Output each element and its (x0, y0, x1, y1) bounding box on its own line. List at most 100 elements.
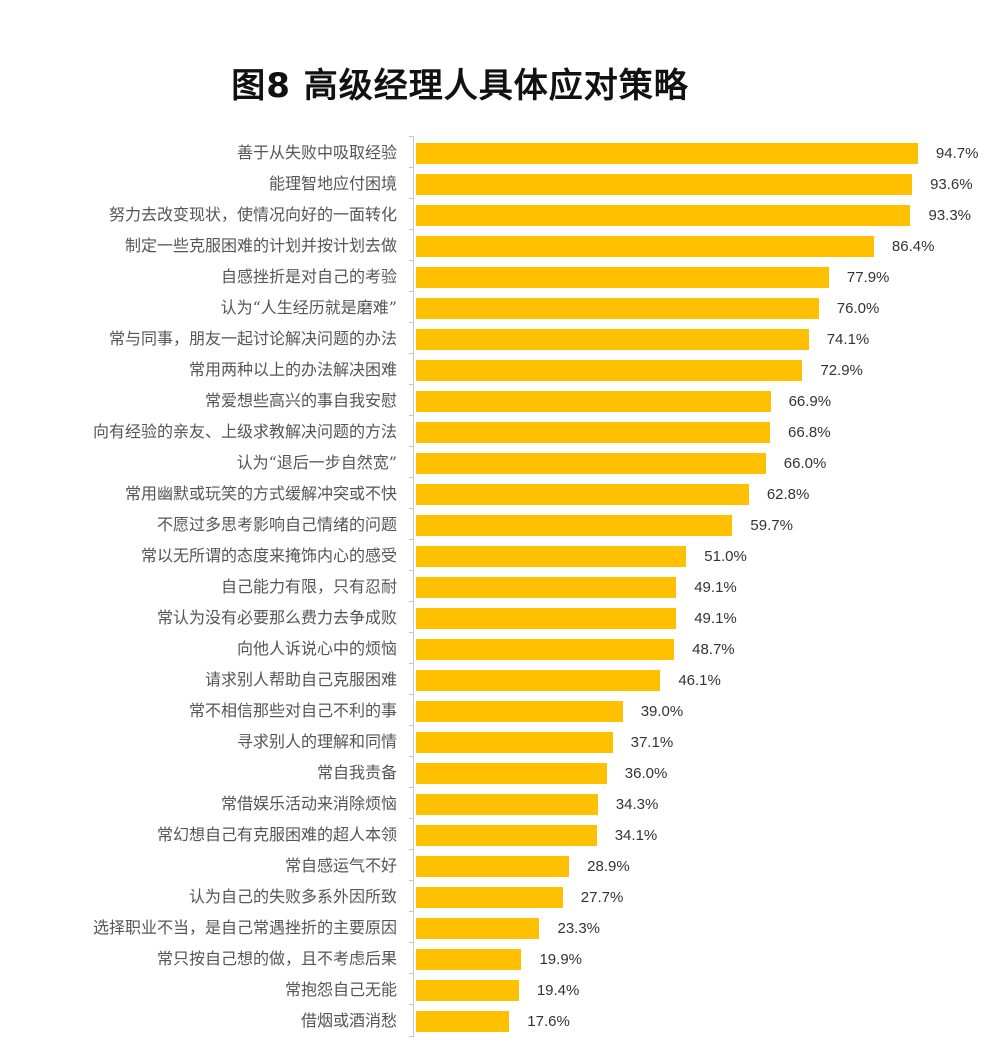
category-label: 常与同事，朋友一起讨论解决问题的办法 (108, 329, 397, 348)
bar-row: 请求别人帮助自己克服困难 46.1% (0, 663, 1000, 696)
value-label: 46.1% (678, 672, 721, 689)
value-label: 74.1% (826, 331, 870, 348)
value-label: 66.9% (788, 393, 832, 410)
category-label: 常认为没有必要那么费力去争成败 (156, 608, 397, 627)
axis-tick (409, 539, 414, 540)
bar-row: 常自感运气不好 28.9% (0, 849, 1000, 882)
bar (416, 670, 661, 691)
bar (416, 205, 911, 226)
value-label: 36.0% (624, 765, 668, 782)
axis-tick (409, 1004, 414, 1005)
bar (416, 980, 519, 1001)
bar (416, 1011, 510, 1032)
bar-row: 善于从失败中吸取经验 94.7% (0, 136, 1000, 169)
bar (416, 453, 766, 474)
bar (416, 360, 803, 381)
category-axis-line (413, 137, 414, 1037)
bar (416, 608, 677, 629)
value-label: 48.7% (692, 641, 735, 658)
category-label: 向他人诉说心中的烦恼 (236, 639, 397, 658)
bar (416, 887, 563, 908)
value-label: 59.7% (750, 517, 793, 534)
bar-row: 常抱怨自己无能 19.4% (0, 973, 1000, 1006)
axis-tick (409, 291, 414, 292)
category-label: 努力去改变现状，使情况向好的一面转化 (108, 205, 397, 224)
bar-row: 自己能力有限，只有忍耐 49.1% (0, 570, 1000, 603)
bar-row: 努力去改变现状，使情况向好的一面转化 93.3% (0, 198, 1000, 231)
axis-tick (409, 880, 414, 881)
bar (416, 484, 749, 505)
bar-row: 借烟或酒消愁 17.6% (0, 1004, 1000, 1037)
bar-row: 寻求别人的理解和同情 37.1% (0, 725, 1000, 758)
bar-row: 常爱想些高兴的事自我安慰 66.9% (0, 384, 1000, 417)
category-label: 常爱想些高兴的事自我安慰 (204, 391, 397, 410)
category-label: 常以无所谓的态度来掩饰内心的感受 (140, 546, 397, 565)
axis-tick (409, 446, 414, 447)
category-label: 向有经验的亲友、上级求教解决问题的方法 (92, 422, 397, 441)
bar (416, 918, 540, 939)
category-label: 常自我责备 (316, 763, 397, 782)
category-label: 常不相信那些对自己不利的事 (188, 701, 397, 720)
axis-tick (409, 694, 414, 695)
bar-row: 常幻想自己有克服困难的超人本领 34.1% (0, 818, 1000, 851)
axis-tick (409, 942, 414, 943)
bar (416, 329, 809, 350)
value-label: 28.9% (587, 858, 630, 875)
axis-tick (409, 818, 414, 819)
bar-row: 自感挫折是对自己的考验 77.9% (0, 260, 1000, 293)
category-label: 常用两种以上的办法解决困难 (188, 360, 397, 379)
value-label: 19.4% (536, 982, 580, 999)
axis-tick (409, 229, 414, 230)
bar-row: 能理智地应付困境 93.6% (0, 167, 1000, 200)
value-label: 77.9% (846, 269, 890, 286)
value-label: 23.3% (557, 920, 601, 937)
bar-row: 制定一些克服困难的计划并按计划去做 86.4% (0, 229, 1000, 262)
category-label: 请求别人帮助自己克服困难 (204, 670, 397, 689)
value-label: 94.7% (935, 145, 979, 162)
bar (416, 267, 829, 288)
bar (416, 732, 613, 753)
bar-row: 常认为没有必要那么费力去争成败 49.1% (0, 601, 1000, 634)
axis-tick (409, 663, 414, 664)
category-label: 认为“人生经历就是磨难” (220, 298, 397, 317)
bar-row: 选择职业不当，是自己常遇挫折的主要原因 23.3% (0, 911, 1000, 944)
axis-tick (409, 601, 414, 602)
value-label: 93.6% (930, 176, 973, 193)
bar-row: 认为自己的失败多系外因所致 27.7% (0, 880, 1000, 913)
category-label: 自感挫折是对自己的考验 (220, 267, 397, 286)
category-label: 寻求别人的理解和同情 (236, 732, 397, 751)
category-label: 常用幽默或玩笑的方式缓解冲突或不快 (124, 484, 397, 503)
category-label: 常抱怨自己无能 (284, 980, 397, 999)
axis-tick (409, 384, 414, 385)
bar (416, 794, 598, 815)
axis-tick (409, 632, 414, 633)
category-label: 能理智地应付困境 (268, 174, 397, 193)
value-label: 39.0% (640, 703, 684, 720)
category-label: 常借娱乐活动来消除烦恼 (220, 794, 397, 813)
category-label: 常幻想自己有克服困难的超人本领 (156, 825, 397, 844)
axis-tick (409, 911, 414, 912)
bar-row: 认为“人生经历就是磨难” 76.0% (0, 291, 1000, 324)
axis-tick (409, 725, 414, 726)
axis-tick (409, 570, 414, 571)
axis-tick (409, 508, 414, 509)
value-label: 37.1% (630, 734, 674, 751)
bar (416, 174, 913, 195)
bar (416, 701, 623, 722)
bar (416, 143, 918, 164)
axis-tick (409, 973, 414, 974)
category-label: 借烟或酒消愁 (300, 1011, 397, 1030)
category-label: 选择职业不当，是自己常遇挫折的主要原因 (92, 918, 397, 937)
bar-row: 常自我责备 36.0% (0, 756, 1000, 789)
category-label: 认为自己的失败多系外因所致 (188, 887, 397, 906)
bar-row: 向有经验的亲友、上级求教解决问题的方法 66.8% (0, 415, 1000, 448)
bar (416, 391, 771, 412)
bar (416, 298, 819, 319)
value-label: 34.3% (615, 796, 659, 813)
bar-row: 不愿过多思考影响自己情绪的问题 59.7% (0, 508, 1000, 541)
bar (416, 515, 733, 536)
value-label: 19.9% (539, 951, 583, 968)
axis-tick (409, 260, 414, 261)
bar-row: 常以无所谓的态度来掩饰内心的感受 51.0% (0, 539, 1000, 572)
